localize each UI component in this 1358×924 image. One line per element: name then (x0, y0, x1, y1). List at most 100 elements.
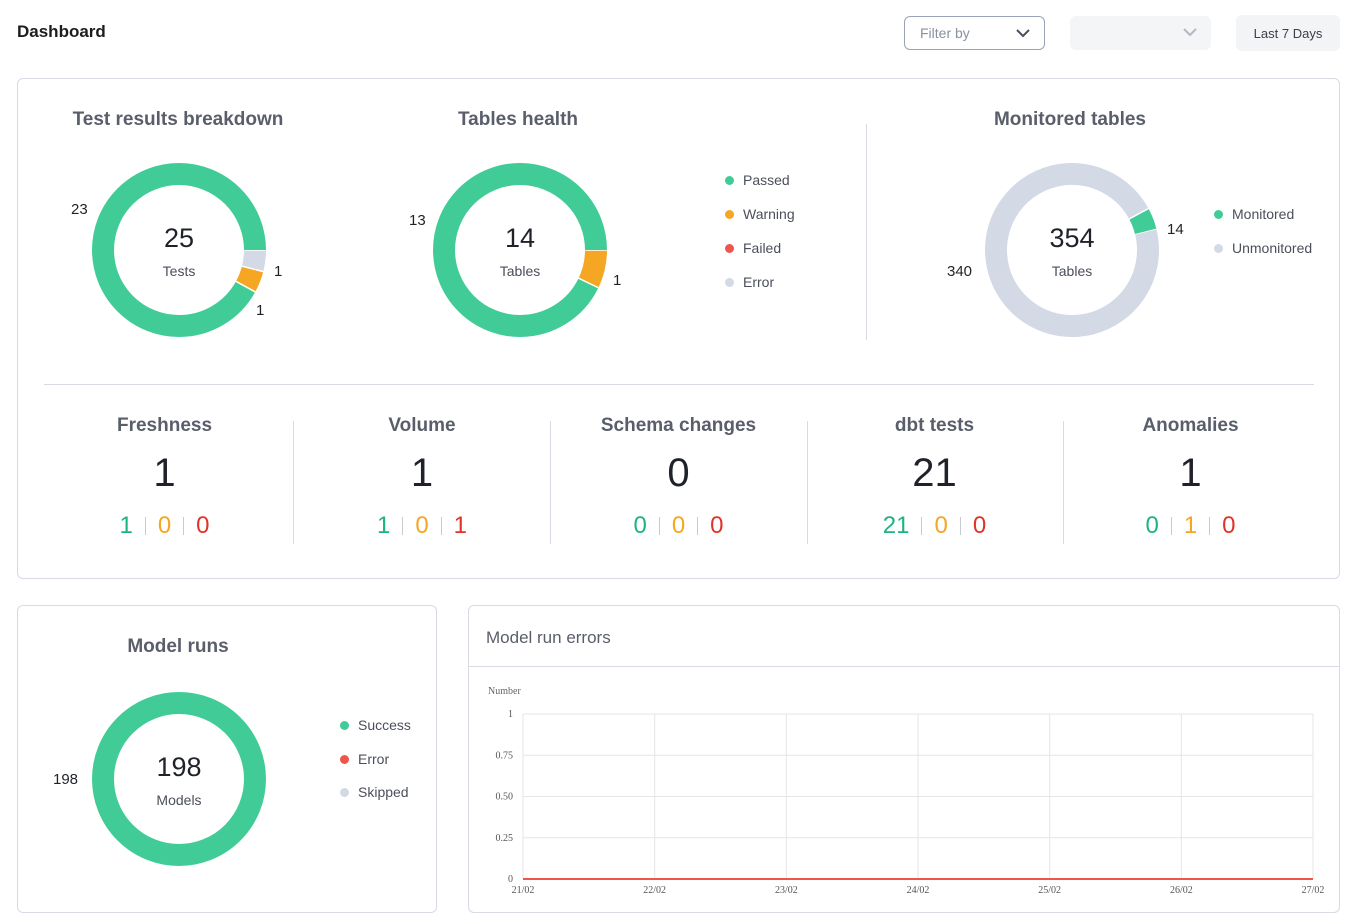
stat-passed-count: 1 (119, 512, 133, 539)
donut-segment-success[interactable] (92, 692, 266, 866)
legend-failed-label: Failed (743, 240, 782, 256)
stat-freshness[interactable]: Freshness 1 1 0 0 (38, 409, 291, 549)
model-runs-title: Model runs (127, 636, 229, 657)
stat-total: 1 (410, 451, 434, 495)
model-runs-unit: Models (156, 792, 202, 808)
monitored-tables-total: 354 (1049, 223, 1095, 253)
model-run-errors-title: Model run errors (486, 628, 611, 647)
stat-warning-count: 0 (671, 512, 686, 539)
x-tick-label: 22/02 (643, 885, 666, 896)
monitored-label: 14 (1167, 221, 1184, 238)
tables-health-warning-label: 1 (613, 272, 622, 289)
stat-title: Anomalies (1142, 415, 1239, 436)
legend-model-error-label: Error (358, 751, 390, 767)
chevron-down-icon (1183, 28, 1197, 37)
stat-breakdown: 1 0 0 (38, 512, 291, 540)
donut-segment-passed[interactable] (433, 163, 607, 337)
filter-by-label: Filter by (920, 25, 970, 41)
donut-segment-separator (578, 277, 599, 289)
tables-health-unit: Tables (499, 263, 541, 279)
x-tick-label: 21/02 (512, 885, 535, 896)
legend-passed[interactable]: Passed (725, 172, 790, 188)
overview-horizontal-divider (44, 384, 1314, 385)
legend-unmonitored[interactable]: Unmonitored (1214, 240, 1312, 256)
legend-dot-success (340, 720, 349, 730)
stat-passed-count: 21 (882, 512, 910, 539)
overview-panel: Test results breakdown 25 Tests 23 1 1 T… (17, 78, 1340, 579)
stat-divider (293, 421, 294, 544)
test-results-warning-label: 1 (256, 302, 265, 319)
stat-warning-count: 1 (1183, 512, 1198, 539)
model-run-errors-chart[interactable]: Number 0 0.25 0.50 0.75 1 21/02 22/02 23/02 24/02… (469, 667, 1339, 912)
monitored-tables-title: Monitored tables (993, 109, 1146, 130)
legend-dot-error (725, 277, 734, 287)
stat-anomalies[interactable]: Anomalies 1 0 1 0 (1064, 409, 1317, 549)
stat-passed-count: 0 (1145, 512, 1159, 539)
x-tick-label: 27/02 (1302, 885, 1325, 896)
filter-value-dropdown[interactable] (1070, 16, 1211, 50)
stat-divider (807, 421, 808, 544)
stat-breakdown: 0 0 0 (551, 512, 806, 540)
test-results-unit: Tests (162, 263, 196, 279)
y-tick-label: 0.50 (496, 792, 514, 803)
legend-passed-label: Passed (743, 172, 790, 188)
legend-failed[interactable]: Failed (725, 240, 781, 256)
stat-total: 0 (667, 451, 690, 495)
y-tick-label: 0.25 (496, 833, 514, 844)
donut-segment-passed[interactable] (92, 163, 266, 337)
stat-dbt-tests[interactable]: dbt tests 21 21 0 0 (808, 409, 1061, 549)
unmonitored-label: 340 (947, 263, 973, 280)
legend-monitored[interactable]: Monitored (1214, 206, 1294, 222)
stat-schema-changes[interactable]: Schema changes 0 0 0 0 (551, 409, 806, 549)
filter-by-dropdown[interactable]: Filter by (904, 16, 1045, 50)
stat-total: 21 (912, 451, 957, 495)
model-runs-total: 198 (156, 752, 202, 782)
stat-failed-count: 0 (1222, 512, 1236, 539)
stat-title: Freshness (116, 415, 213, 436)
stat-failed-count: 1 (453, 512, 468, 539)
legend-dot-passed (725, 175, 734, 185)
legend-skipped[interactable]: Skipped (340, 784, 409, 800)
legend-warning-label: Warning (743, 206, 795, 222)
legend-dot-skipped (340, 787, 349, 797)
section-divider (866, 124, 867, 340)
stat-total: 1 (153, 451, 176, 495)
donut-segment-monitored[interactable] (985, 163, 1159, 337)
x-tick-label: 25/02 (1038, 885, 1061, 896)
tables-health-title: Tables health (457, 109, 578, 130)
stat-failed-count: 0 (196, 512, 210, 539)
legend-error[interactable]: Error (725, 274, 774, 290)
legend-unmonitored-label: Unmonitored (1232, 240, 1313, 256)
stat-divider (1063, 421, 1064, 544)
stat-passed-count: 1 (376, 512, 391, 539)
test-results-donut[interactable] (92, 163, 266, 337)
test-results-error-label: 1 (274, 263, 283, 280)
legend-error-label: Error (743, 274, 775, 290)
legend-success[interactable]: Success (340, 717, 411, 733)
x-tick-label: 23/02 (775, 885, 798, 896)
x-tick-label: 24/02 (907, 885, 930, 896)
monitored-tables-unit: Tables (1051, 263, 1093, 279)
donut-segment-separator (1128, 207, 1149, 220)
legend-dot-error (340, 754, 349, 764)
legend-warning[interactable]: Warning (725, 206, 795, 222)
date-range-button[interactable]: Last 7 Days (1236, 15, 1340, 51)
stat-volume[interactable]: Volume 1 1 0 1 (294, 409, 550, 549)
monitored-tables-donut[interactable] (985, 163, 1159, 337)
model-runs-success-label: 198 (53, 771, 79, 788)
donut-segment-separator (241, 265, 264, 273)
tables-health-passed-label: 13 (409, 212, 426, 229)
donut-segment-separator (235, 280, 256, 293)
model-run-errors-panel: Model run errors Number 0 0.25 0.50 0.75 1 21/… (468, 605, 1340, 913)
model-runs-donut[interactable] (92, 692, 266, 866)
stat-warning-count: 0 (934, 512, 948, 539)
stat-divider (550, 421, 551, 544)
stat-breakdown: 1 0 1 (294, 512, 550, 540)
tables-health-donut[interactable] (433, 163, 607, 337)
stat-title: Volume (388, 415, 456, 436)
tables-health-total: 14 (504, 223, 536, 253)
stat-warning-count: 0 (415, 512, 429, 539)
legend-model-error[interactable]: Error (340, 751, 389, 767)
stat-title: dbt tests (894, 415, 975, 436)
page-title: Dashboard (17, 22, 106, 41)
